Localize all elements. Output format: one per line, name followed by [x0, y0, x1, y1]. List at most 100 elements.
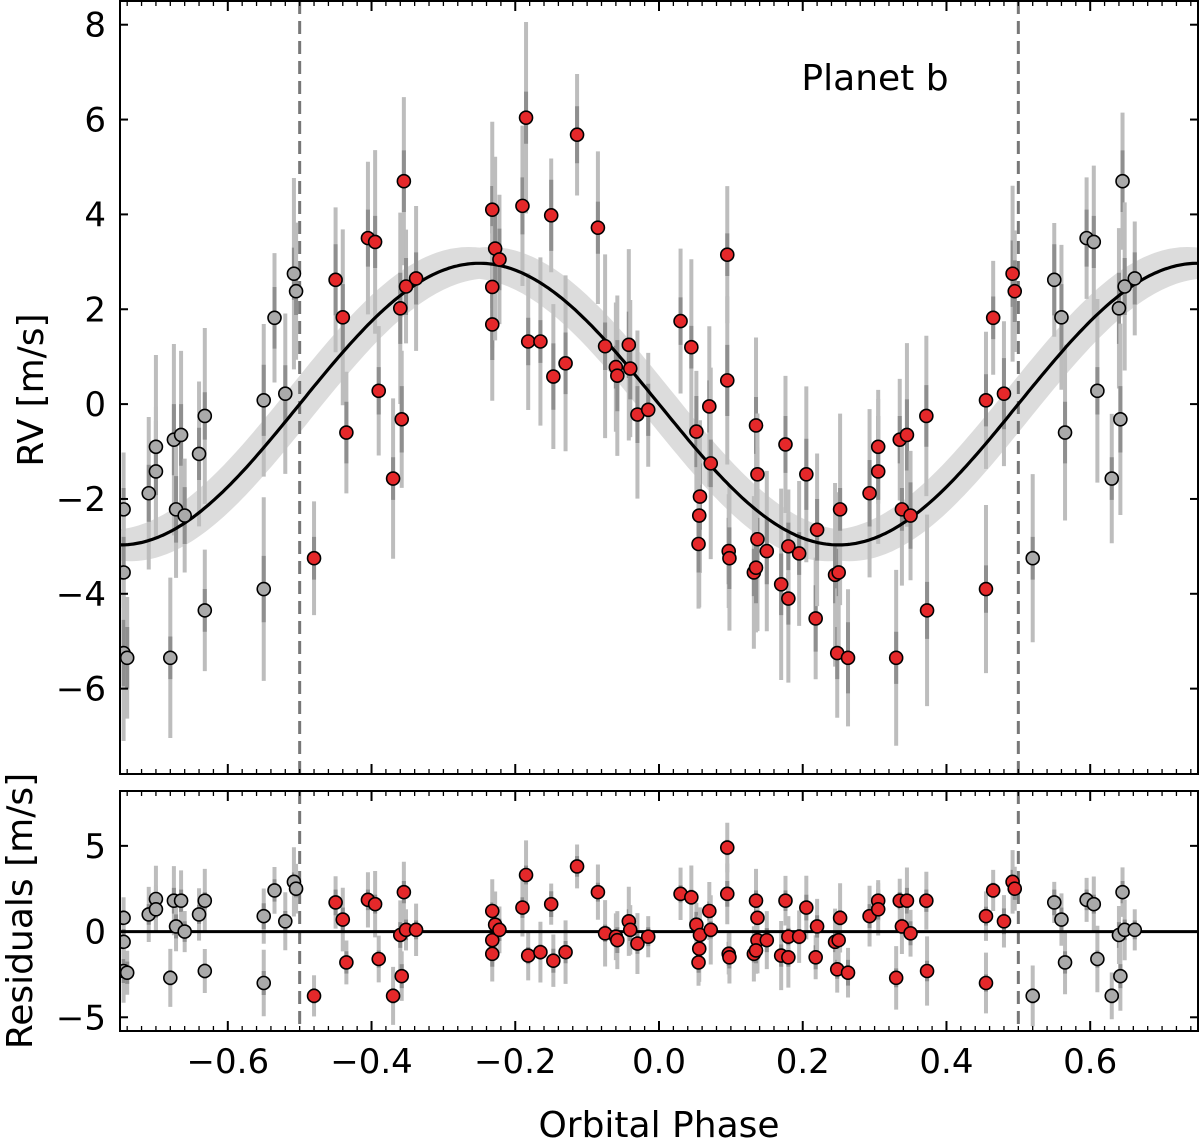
data-point	[1115, 173, 1130, 189]
data-point	[484, 903, 500, 919]
data-point	[691, 955, 706, 970]
data-point	[689, 424, 704, 439]
data-point	[1113, 411, 1128, 427]
planet-label: Planet b	[801, 58, 948, 99]
data-point	[1104, 988, 1120, 1004]
model-curve	[120, 261, 1198, 547]
data-point	[702, 903, 717, 919]
y-tick-label: 5	[84, 827, 106, 867]
data-point	[799, 466, 814, 482]
data-point	[191, 907, 207, 922]
data-point	[919, 893, 934, 909]
keplerian-model	[120, 261, 1198, 547]
data-point	[277, 913, 293, 929]
data-point	[148, 901, 164, 917]
y-tick-label: −2	[56, 480, 106, 520]
data-point	[256, 975, 272, 991]
data-point	[335, 310, 351, 325]
data-point	[286, 266, 302, 281]
data-point	[367, 234, 383, 250]
data-point	[703, 922, 719, 938]
data-point	[177, 508, 192, 523]
data-point	[1127, 271, 1143, 286]
data-point	[398, 279, 414, 294]
data-point	[778, 893, 793, 909]
data-point	[719, 886, 735, 902]
data-point	[1007, 881, 1023, 897]
data-point	[328, 272, 343, 288]
data-point	[809, 522, 825, 538]
data-point	[191, 446, 207, 462]
data-point	[978, 393, 994, 408]
data-point	[1111, 301, 1127, 316]
data-point	[831, 565, 846, 580]
x-tick-label: 0.2	[776, 1042, 830, 1082]
data-point	[371, 383, 387, 399]
y-tick-label: −4	[56, 575, 106, 615]
data-point	[978, 581, 994, 597]
data-point	[520, 334, 536, 349]
data-point	[809, 919, 825, 934]
data-point	[702, 399, 717, 414]
data-point	[256, 908, 272, 924]
data-point	[673, 313, 688, 329]
data-point	[750, 910, 765, 926]
data-point	[120, 965, 135, 981]
data-point	[691, 536, 706, 552]
data-point	[120, 650, 135, 666]
data-point	[385, 471, 401, 486]
rv-errorbars	[121, 21, 1137, 746]
x-tick-label: −0.6	[187, 1042, 270, 1082]
data-point	[335, 912, 351, 927]
data-point	[484, 317, 500, 332]
data-point	[543, 208, 559, 223]
data-point	[888, 970, 904, 986]
data-point	[197, 408, 213, 424]
data-point	[256, 581, 272, 597]
data-point	[759, 543, 775, 559]
data-point	[408, 922, 424, 938]
data-point	[492, 922, 507, 938]
rv-ylabel: RV [m/s]	[11, 313, 52, 466]
x-tick-label: 0.0	[632, 1042, 686, 1082]
data-point	[919, 963, 935, 979]
data-point	[590, 220, 606, 235]
data-point	[870, 901, 886, 917]
data-point	[996, 913, 1012, 929]
data-point	[640, 402, 656, 418]
data-point	[328, 895, 343, 910]
data-point	[719, 247, 735, 263]
rv-x-ticks	[126, 1, 1192, 774]
data-point	[197, 893, 213, 909]
y-tick-label: 2	[84, 290, 106, 330]
data-point	[719, 840, 735, 855]
data-point	[367, 896, 383, 912]
data-point	[722, 550, 737, 566]
data-point	[173, 427, 189, 443]
data-point	[197, 963, 213, 979]
data-point	[862, 485, 877, 501]
data-point	[748, 418, 764, 433]
data-point	[978, 908, 994, 924]
data-point	[394, 968, 410, 984]
residual-data-points	[120, 840, 1143, 1004]
data-point	[1046, 272, 1062, 288]
data-point	[1090, 383, 1105, 399]
rv-panel: −6 −4 −2 0 2 4 6 8 Planet b RV [m/s]	[11, 0, 1199, 775]
data-point	[546, 953, 561, 969]
x-tick-label: −0.2	[474, 1042, 557, 1082]
data-point	[748, 893, 764, 909]
rv-data-points	[120, 110, 1143, 666]
data-point	[546, 369, 561, 384]
data-point	[177, 924, 192, 939]
x-tick-label: −0.4	[330, 1042, 413, 1082]
residuals-x-ticks: −0.6 −0.4 −0.2 0.0 0.2 0.4 0.6	[126, 791, 1192, 1082]
transit-markers	[298, 1, 1020, 774]
data-point	[385, 988, 401, 1004]
data-point	[288, 881, 304, 897]
data-point	[543, 896, 559, 912]
data-point	[256, 393, 272, 408]
data-point	[396, 173, 412, 189]
x-tick-label: 0.4	[919, 1042, 973, 1082]
